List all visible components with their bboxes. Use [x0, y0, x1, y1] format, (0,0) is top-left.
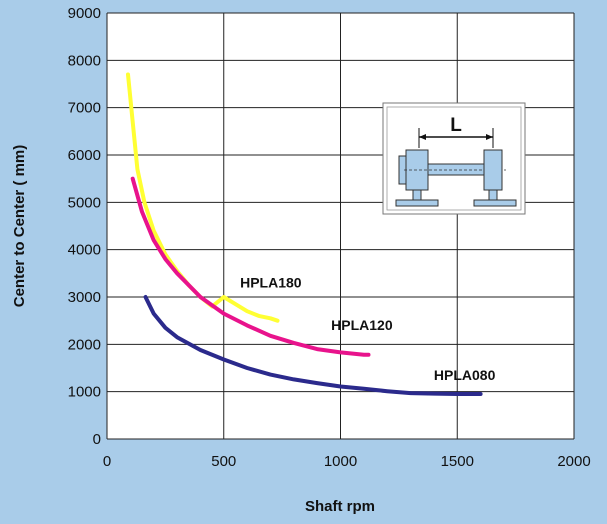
- y-tick-label: 7000: [68, 100, 101, 117]
- y-tick-label: 3000: [68, 289, 101, 306]
- y-tick-label: 6000: [68, 147, 101, 164]
- shaft: [427, 163, 485, 176]
- y-tick-label: 4000: [68, 242, 101, 259]
- left-stand: [412, 189, 422, 201]
- y-tick-label: 9000: [68, 5, 101, 22]
- x-tick-label: 0: [103, 453, 111, 470]
- right-housing: [483, 149, 503, 191]
- y-tick-labels: 0 1000 2000 3000 4000 5000 6000 7000 8000 9000: [68, 5, 101, 448]
- y-tick-label: 0: [93, 431, 101, 448]
- x-tick-label: 1500: [441, 453, 474, 470]
- x-tick-labels: 0 500 1000 1500 2000: [103, 453, 591, 470]
- series-label-hpla120: HPLA120: [331, 317, 393, 333]
- series-line-hpla080: [143, 295, 483, 396]
- x-tick-label: 1000: [324, 453, 357, 470]
- left-base: [395, 199, 439, 207]
- inset-diagram: L: [382, 102, 526, 215]
- dimension-arrow-right: [486, 134, 493, 140]
- series-label-hpla180: HPLA180: [240, 275, 302, 291]
- y-tick-label: 1000: [68, 384, 101, 401]
- right-stand: [488, 189, 498, 201]
- dimension-label: L: [450, 115, 462, 136]
- x-tick-label: 500: [211, 453, 236, 470]
- right-base: [473, 199, 517, 207]
- y-tick-label: 2000: [68, 336, 101, 353]
- series-line-hpla120: [130, 176, 371, 357]
- x-axis-title: Shaft rpm: [305, 498, 375, 515]
- series-layer: [126, 72, 483, 396]
- y-axis-title: Center to Center ( mm): [11, 145, 28, 308]
- dimension-arrow-left: [419, 134, 426, 140]
- y-tick-label: 8000: [68, 52, 101, 69]
- annotations: HPLA180 HPLA120 HPLA080: [240, 275, 495, 383]
- x-tick-label: 2000: [557, 453, 590, 470]
- series-label-hpla080: HPLA080: [434, 367, 496, 383]
- y-tick-label: 5000: [68, 194, 101, 211]
